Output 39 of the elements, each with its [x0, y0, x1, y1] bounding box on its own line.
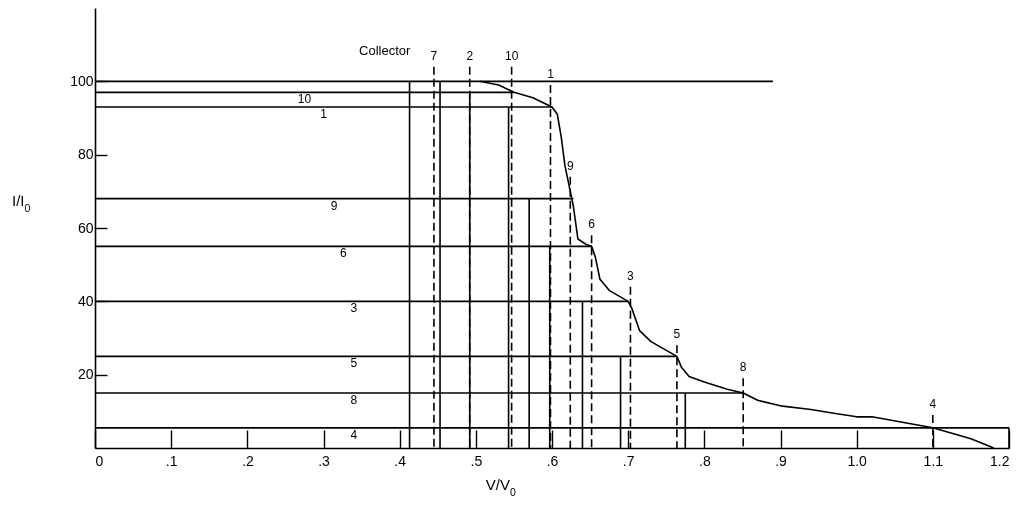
series-label: 2 — [466, 48, 474, 63]
series-label: 1 — [547, 67, 555, 81]
series-label: 3 — [350, 301, 358, 316]
y-axis-title: I/I$_{0}$ — [12, 192, 31, 214]
x-tick-label: 1.2 — [990, 452, 1010, 469]
series-label: 6 — [588, 217, 596, 232]
legend-label: 4 — [350, 427, 358, 442]
series-label: 9 — [566, 158, 574, 173]
series-label: 9 — [330, 198, 338, 213]
series-label: 7 — [430, 48, 438, 63]
x-tick-label: 1.0 — [847, 452, 868, 469]
series-label: 8 — [739, 360, 747, 375]
series-label: 10 — [504, 48, 519, 63]
x-tick-label: .7 — [622, 452, 635, 469]
x-tick-label: 0 — [95, 452, 104, 469]
x-tick-label: .3 — [318, 452, 331, 469]
x-tick-label: .6 — [546, 452, 559, 469]
y-tick-label: 100 — [70, 72, 94, 89]
x-tick-label: .5 — [470, 452, 483, 469]
x-tick-label: .9 — [775, 452, 788, 469]
y-tick-label: 60 — [77, 219, 94, 236]
y-tick-label: 80 — [77, 146, 94, 163]
x-axis-title: V/V$_{0}$ — [485, 476, 517, 498]
series-label: 4 — [929, 397, 937, 411]
x-tick-label: .4 — [394, 452, 407, 469]
series-label: 8 — [350, 393, 358, 407]
series-label: 5 — [350, 356, 358, 371]
x-tick-label: 1.1 — [923, 452, 944, 469]
annotation: Collector — [359, 43, 411, 58]
series-label: 6 — [339, 246, 347, 261]
series-label: 3 — [627, 268, 635, 283]
y-tick-label: 20 — [77, 366, 94, 383]
y-tick-label: 40 — [77, 292, 94, 309]
series-label: 1 — [320, 107, 328, 121]
series-label: 5 — [673, 327, 681, 342]
x-tick-label: .1 — [165, 452, 178, 469]
series-label: 10 — [297, 92, 312, 107]
x-tick-label: .2 — [241, 452, 254, 469]
x-tick-label: .8 — [698, 452, 711, 469]
